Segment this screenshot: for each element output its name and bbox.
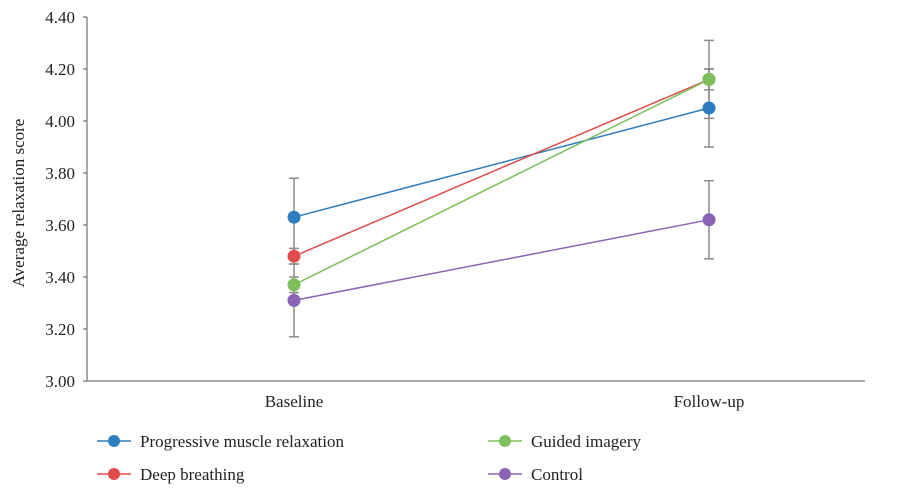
y-tick-label: 3.40 xyxy=(45,268,75,287)
data-point xyxy=(287,210,301,224)
data-point xyxy=(287,249,301,263)
data-point xyxy=(287,293,301,307)
data-point xyxy=(702,72,716,86)
series-deep-breathing xyxy=(287,72,716,263)
error-bars-control xyxy=(289,180,714,338)
legend-item-progressive-muscle-relaxation: Progressive muscle relaxation xyxy=(97,432,344,451)
series-control xyxy=(287,213,716,307)
series-line xyxy=(293,107,710,218)
axes xyxy=(86,17,865,382)
legend-label: Deep breathing xyxy=(140,465,245,484)
legend-label: Progressive muscle relaxation xyxy=(140,432,344,451)
x-axis-ticks: Baseline Follow-up xyxy=(265,392,745,411)
legend-swatch-marker xyxy=(499,435,511,447)
legend-item-guided-imagery: Guided imagery xyxy=(488,432,641,451)
legend-swatch-marker xyxy=(108,468,120,480)
series-layer xyxy=(287,39,716,338)
series-progressive-muscle-relaxation xyxy=(287,101,716,224)
legend-label: Control xyxy=(531,465,583,484)
y-tick-label: 3.60 xyxy=(45,216,75,235)
data-point xyxy=(702,101,716,115)
legend-item-deep-breathing: Deep breathing xyxy=(97,465,245,484)
legend-swatch-marker xyxy=(499,468,511,480)
y-tick-label: 4.20 xyxy=(45,60,75,79)
legend-label: Guided imagery xyxy=(531,432,641,451)
series-guided-imagery xyxy=(287,72,716,292)
y-axis-title: Average relaxation score xyxy=(9,119,28,288)
series-line xyxy=(293,78,710,286)
y-tick-label: 3.00 xyxy=(45,372,75,391)
legend-swatch-marker xyxy=(108,435,120,447)
series-line xyxy=(293,78,710,257)
x-tick-label: Follow-up xyxy=(674,392,745,411)
series-line xyxy=(293,219,710,302)
y-tick-label: 3.80 xyxy=(45,164,75,183)
y-tick-label: 4.40 xyxy=(45,8,75,27)
y-tick-label: 3.20 xyxy=(45,320,75,339)
x-tick-label: Baseline xyxy=(265,392,324,411)
y-axis-ticks: 3.00 3.20 3.40 3.60 3.80 4.00 4.20 4.40 xyxy=(45,8,87,391)
data-point xyxy=(287,278,301,292)
error-bars-guided-imagery xyxy=(289,68,714,294)
data-point xyxy=(702,213,716,227)
legend-item-control: Control xyxy=(488,465,583,484)
legend: Progressive muscle relaxation Deep breath… xyxy=(97,432,641,484)
y-tick-label: 4.00 xyxy=(45,112,75,131)
